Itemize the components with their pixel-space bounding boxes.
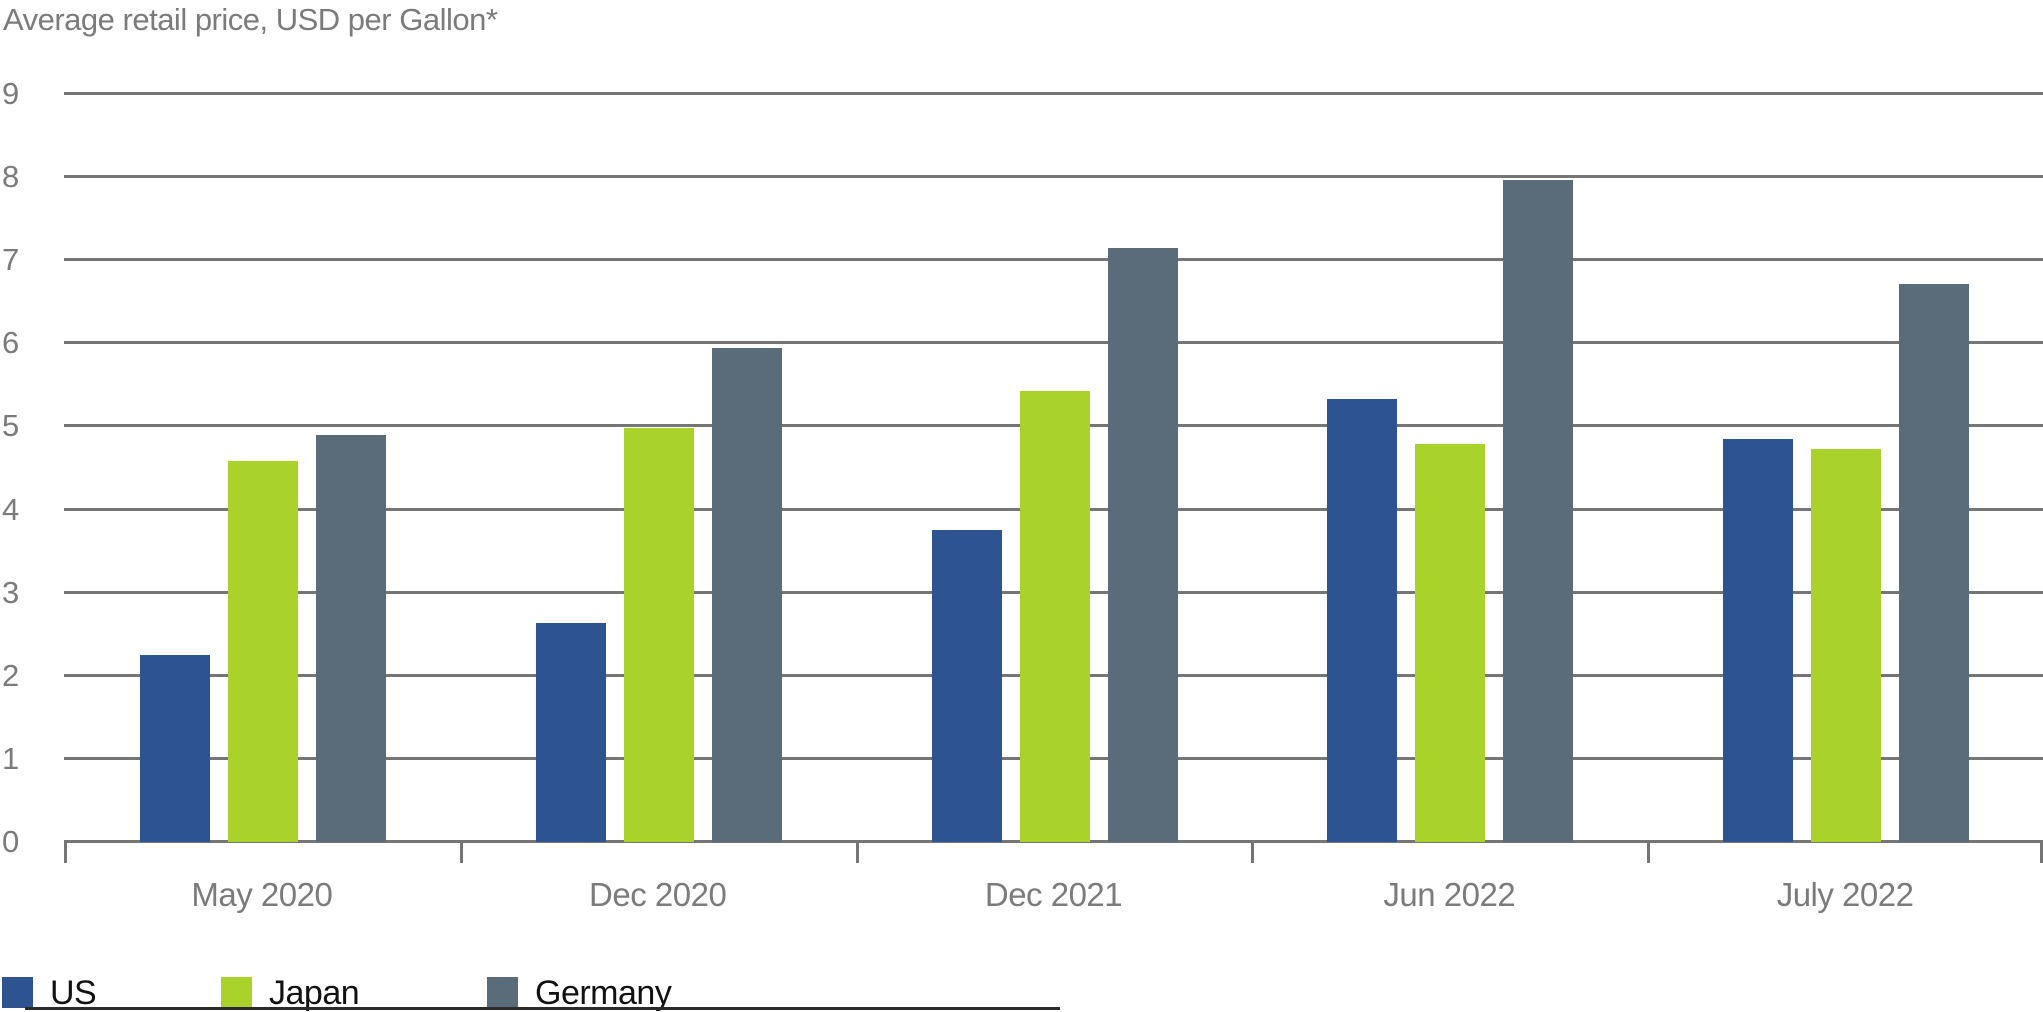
bar-japan-dec-2020: [623, 428, 694, 842]
legend-label-germany: Germany: [535, 973, 672, 1012]
bar-germany-dec-2020: [711, 348, 782, 842]
x-axis-label-july-2022: July 2022: [1776, 876, 1914, 913]
bar-us-dec-2021: [931, 529, 1002, 842]
legend-label-japan: Japan: [269, 973, 360, 1012]
y-axis-label-9: 9: [2, 76, 19, 111]
legend-swatch-germany: [487, 977, 518, 1008]
y-axis-label-6: 6: [2, 325, 19, 361]
bar-us-jun-2022: [1327, 399, 1398, 842]
bar-germany-may-2020: [316, 434, 386, 842]
x-axis-tick-3: [1251, 842, 1255, 863]
legend-label-us: US: [50, 973, 97, 1012]
x-axis-tick-5: [2040, 842, 2043, 863]
x-axis-label-may-2020: May 2020: [191, 876, 333, 913]
gridline-9: [64, 92, 2043, 95]
x-axis-label-jun-2022: Jun 2022: [1383, 876, 1516, 913]
gridline-7: [64, 258, 2043, 262]
y-axis-label-7: 7: [2, 242, 19, 278]
legend-swatch-japan: [221, 977, 252, 1008]
y-axis-label-5: 5: [2, 408, 19, 444]
x-axis-tick-1: [459, 842, 463, 863]
legend-item-germany: Germany: [487, 973, 672, 1012]
chart-title: Average retail price, USD per Gallon*: [3, 2, 498, 37]
legend-item-us: US: [2, 973, 97, 1012]
bar-japan-jun-2022: [1415, 443, 1486, 842]
x-axis-tick-0: [64, 842, 67, 863]
bar-japan-dec-2021: [1019, 390, 1090, 842]
bar-japan-july-2022: [1811, 448, 1882, 842]
bar-germany-dec-2021: [1107, 247, 1178, 842]
bar-japan-may-2020: [228, 461, 298, 842]
x-axis-tick-4: [1647, 842, 1651, 863]
y-axis-label-4: 4: [2, 491, 19, 527]
y-axis-label-0: 0: [2, 824, 19, 859]
gridline-6: [64, 341, 2043, 345]
y-axis-label-8: 8: [2, 159, 19, 195]
y-axis-label-1: 1: [2, 740, 19, 776]
bar-us-dec-2020: [535, 623, 606, 842]
bar-us-july-2022: [1723, 438, 1794, 842]
bar-us-may-2020: [140, 655, 210, 842]
bottom-divider: [25, 1007, 1060, 1010]
gridline-8: [64, 175, 2043, 179]
y-axis-label-3: 3: [2, 574, 19, 610]
x-axis-tick-2: [855, 842, 859, 863]
x-axis-label-dec-2020: Dec 2020: [589, 876, 727, 913]
bar-germany-jun-2022: [1503, 179, 1574, 842]
plot-area: [64, 92, 2043, 863]
legend-item-japan: Japan: [221, 973, 360, 1012]
y-axis-label-2: 2: [2, 657, 19, 693]
bar-germany-july-2022: [1899, 283, 1970, 842]
x-axis-label-dec-2021: Dec 2021: [984, 876, 1123, 913]
legend-swatch-us: [2, 977, 33, 1008]
